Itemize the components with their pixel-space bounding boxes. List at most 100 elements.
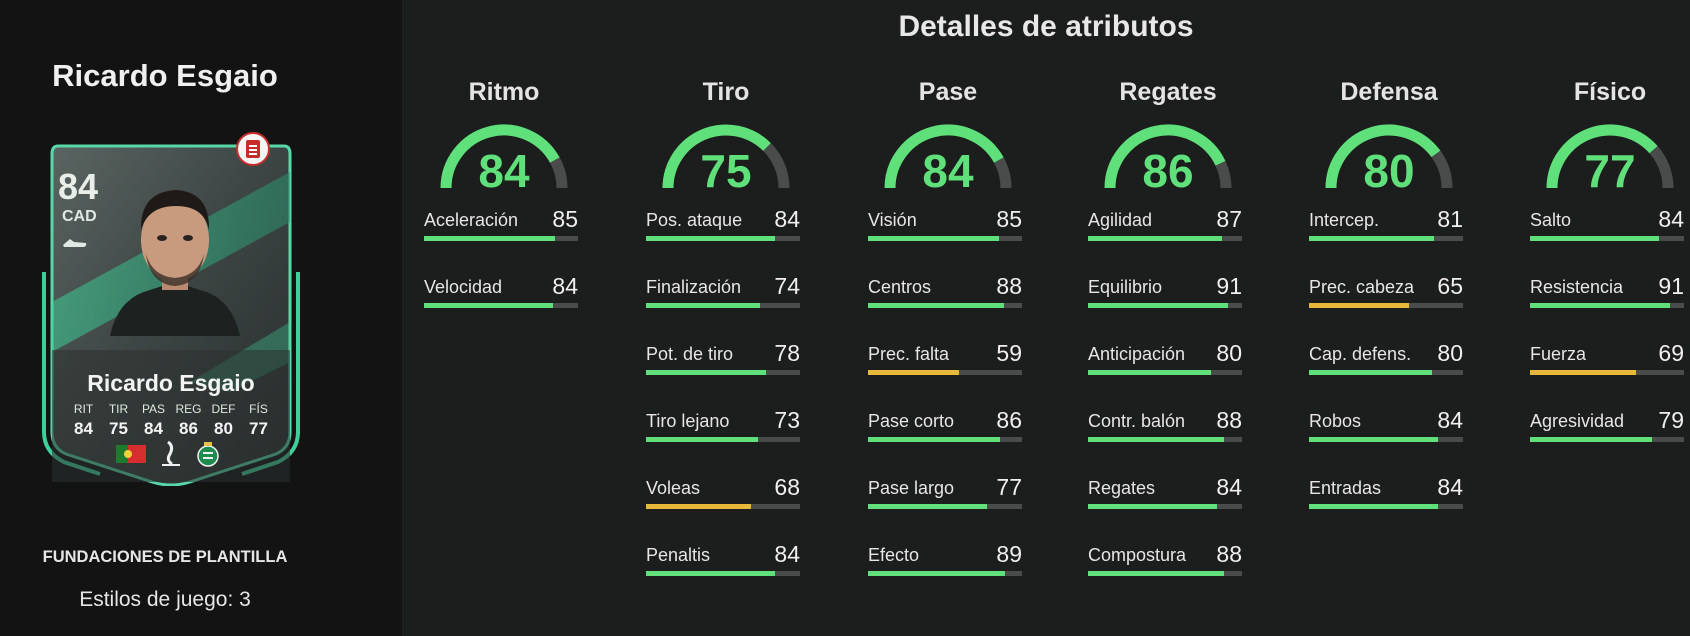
attribute-stat-bar-fill [646, 437, 759, 442]
attribute-stat-name: Agilidad [1088, 210, 1153, 230]
attribute-stat-bar-fill [1309, 236, 1434, 241]
attribute-stat-bar-fill [1530, 370, 1637, 375]
evolution-badge-icon [236, 132, 270, 166]
attribute-stat-bar [1088, 504, 1242, 509]
attribute-category-title: Físico [1573, 78, 1647, 106]
player-card[interactable]: 84 CAD Ricardo Esgaio RIT 84 TIR 75 PAS 84 REG… [40, 132, 302, 486]
attribute-stat-value: 91 [1658, 273, 1684, 299]
attribute-stat-name: Efecto [868, 545, 920, 565]
attribute-stat-value: 79 [1658, 407, 1684, 433]
attribute-stat-value: 77 [996, 474, 1022, 500]
attribute-stat-bar [1088, 571, 1242, 576]
card-position: CAD [62, 208, 97, 225]
attribute-stat-bar [1088, 370, 1242, 375]
gauge-fill [1325, 124, 1441, 189]
card-stat-def: DEF 80 [206, 402, 241, 439]
attribute-stat-value: 69 [1658, 340, 1684, 366]
boot-icon [62, 236, 88, 252]
card-stat-pas: PAS 84 [136, 402, 171, 439]
attribute-stat-bar-fill [1309, 303, 1410, 308]
attribute-stat-bar [646, 437, 800, 442]
gauge-track [1649, 146, 1674, 189]
attribute-stat-bar-fill [646, 504, 751, 509]
attribute-stat-value: 84 [1437, 407, 1463, 433]
player-panel: Ricardo Esgaio [0, 0, 402, 636]
attribute-stat-row: Regates 84 [1088, 474, 1248, 543]
attribute-stat-row: Cap. defens. 80 [1309, 340, 1469, 409]
card-stat-value: 75 [109, 419, 128, 438]
playstyles-count: Estilos de juego: 3 [79, 588, 251, 611]
attribute-stat-bar [646, 236, 800, 241]
attribute-stat-row: Pase largo 77 [868, 474, 1028, 543]
attribute-stat-bar [868, 370, 1022, 375]
attribute-stat-bar [646, 504, 800, 509]
attribute-stat-value: 80 [1216, 340, 1242, 366]
attribute-stat-row: Prec. falta 59 [868, 340, 1028, 409]
attribute-stat-name: Contr. balón [1088, 411, 1186, 431]
attribute-gauge: 84 [424, 122, 584, 202]
attribute-stat-value: 88 [1216, 407, 1242, 433]
attribute-stat-value: 91 [1216, 273, 1242, 299]
attribute-stat-name: Pase largo [868, 478, 955, 498]
attribute-category-value: 84 [478, 145, 530, 197]
attribute-stat-bar [646, 370, 800, 375]
attribute-stat-bar [646, 571, 800, 576]
attribute-stat-list: Agilidad 87 Equilibrio 91 Anticipación 80 Cont… [1088, 206, 1248, 610]
card-stats: RIT 84 TIR 75 PAS 84 REG 86 DEF 80 FÍS 77 [66, 402, 276, 439]
attribute-stat-row: Agilidad 87 [1088, 206, 1248, 275]
attribute-stat-list: Visión 85 Centros 88 Prec. falta 59 Pase corto… [868, 206, 1028, 610]
attribute-stat-bar-fill [868, 437, 1001, 442]
attribute-stat-value: 84 [552, 273, 578, 299]
attribute-stat-bar-fill [424, 236, 555, 241]
gauge-fill [884, 124, 1004, 189]
card-rating: 84 [58, 166, 99, 207]
attribute-stat-bar-fill [868, 370, 959, 375]
attribute-stat-bar [1530, 370, 1684, 375]
sporting-cp-crest-icon [197, 442, 219, 467]
attribute-category-title: Defensa [1340, 78, 1438, 106]
attribute-stat-row: Finalización 74 [646, 273, 806, 342]
card-stat-label: REG [175, 402, 202, 416]
card-category-label: FUNDACIONES DE PLANTILLA [42, 548, 288, 566]
attribute-stat-bar-fill [1088, 236, 1222, 241]
attribute-stat-value: 73 [774, 407, 800, 433]
attribute-stat-row: Agresividad 79 [1530, 407, 1690, 476]
attribute-stat-row: Compostura 88 [1088, 541, 1248, 610]
attribute-details-title: Detalles de atributos [898, 10, 1194, 43]
attribute-stat-value: 84 [1658, 206, 1684, 232]
attribute-stat-list: Salto 84 Resistencia 91 Fuerza 69 Agresividad 7… [1530, 206, 1690, 476]
attribute-stat-bar-fill [868, 236, 999, 241]
attribute-stat-name: Equilibrio [1088, 277, 1163, 297]
attribute-stat-bar-fill [1309, 504, 1439, 509]
gauge-track [1431, 150, 1453, 189]
attribute-stat-row: Pase corto 86 [868, 407, 1028, 476]
attribute-stat-name: Regates [1088, 478, 1156, 498]
attribute-stat-value: 68 [774, 474, 800, 500]
attribute-stat-value: 84 [1437, 474, 1463, 500]
card-stat-value: 84 [74, 419, 93, 438]
attribute-stat-bar [868, 504, 1022, 509]
attribute-category-value: 86 [1142, 145, 1194, 197]
attribute-gauge: 77 [1530, 122, 1690, 202]
attribute-stat-value: 84 [774, 541, 800, 567]
card-stat-label: PAS [141, 402, 166, 416]
attribute-stat-value: 84 [774, 206, 800, 232]
attribute-stat-bar [868, 236, 1022, 241]
attribute-stat-value: 88 [1216, 541, 1242, 567]
attribute-stat-name: Velocidad [424, 277, 503, 297]
card-stat-label: TIR [108, 402, 129, 416]
attribute-stat-bar-fill [1309, 370, 1433, 375]
attribute-stat-row: Robos 84 [1309, 407, 1469, 476]
attribute-stat-list: Intercep. 81 Prec. cabeza 65 Cap. defens. 80 R… [1309, 206, 1469, 543]
attribute-stat-bar [1309, 303, 1463, 308]
attribute-stat-value: 74 [774, 273, 800, 299]
attribute-stat-value: 87 [1216, 206, 1242, 232]
attribute-stat-bar-fill [868, 303, 1004, 308]
attribute-stat-row: Penaltis 84 [646, 541, 806, 610]
attribute-stat-name: Salto [1530, 210, 1572, 230]
attribute-stat-bar-fill [1088, 303, 1229, 308]
card-stat-label: DEF [211, 402, 236, 416]
gauge-fill [440, 124, 560, 189]
attribute-stat-bar-fill [1530, 303, 1671, 308]
attribute-stat-bar [1088, 437, 1242, 442]
